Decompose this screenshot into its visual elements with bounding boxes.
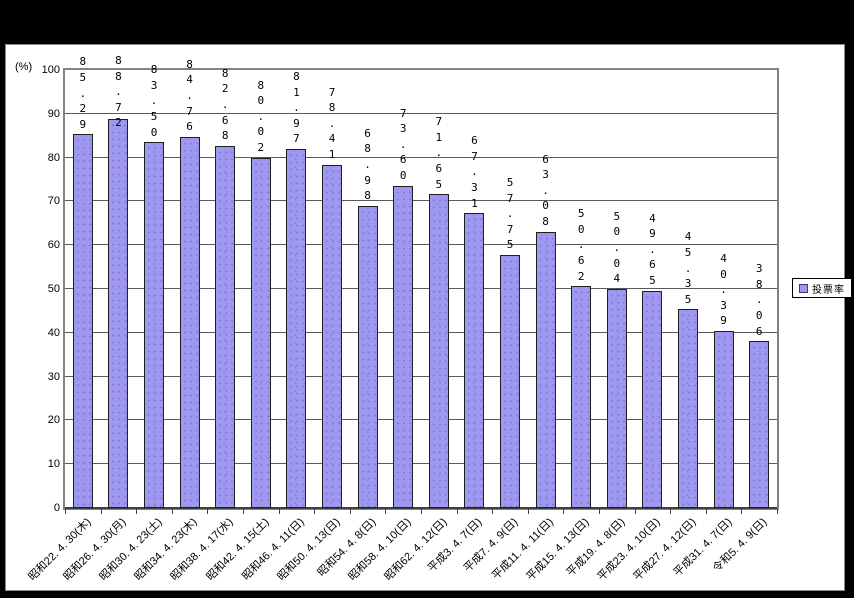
legend: 投票率 <box>792 278 852 298</box>
bar <box>393 185 414 508</box>
bar <box>571 286 592 508</box>
x-axis-tick <box>65 509 66 514</box>
y-gridline <box>65 419 777 421</box>
bar <box>108 119 129 508</box>
bar <box>215 145 236 508</box>
y-gridline <box>65 200 777 202</box>
x-axis-tick <box>527 509 529 514</box>
y-gridline <box>65 156 777 158</box>
x-axis-tick <box>456 509 458 514</box>
x-axis-tick <box>670 509 672 514</box>
bar <box>464 213 485 508</box>
y-gridline <box>65 375 777 377</box>
bar <box>606 288 627 508</box>
y-gridline <box>65 288 777 289</box>
y-axis-tick-label: 0 <box>53 502 60 514</box>
y-axis-tick-label: 30 <box>47 370 60 383</box>
x-axis-tick <box>599 509 600 514</box>
x-axis-tick <box>705 509 707 514</box>
x-axis-tick <box>777 509 778 514</box>
bar <box>500 255 520 508</box>
x-axis-tick <box>563 509 565 514</box>
bar <box>144 142 164 508</box>
y-gridline <box>65 112 777 114</box>
y-gridline <box>65 331 777 333</box>
y-gridline <box>65 463 777 465</box>
bar <box>678 309 698 508</box>
y-axis-unit-label: (%) <box>15 61 33 73</box>
bar <box>713 331 734 508</box>
x-axis-tick <box>741 509 743 514</box>
x-axis-line <box>65 507 777 509</box>
x-axis-tick <box>634 509 636 514</box>
legend-swatch-icon <box>799 283 808 293</box>
y-axis-tick-label: 70 <box>47 195 60 208</box>
y-axis-tick-label: 20 <box>47 414 60 427</box>
x-axis-tick <box>100 509 102 514</box>
x-axis-tick <box>207 509 209 514</box>
y-axis-tick-label: 40 <box>47 326 60 339</box>
x-axis-tick <box>136 509 138 514</box>
bar <box>535 231 556 508</box>
y-axis-tick-label: 80 <box>47 151 60 164</box>
x-axis-tick <box>385 509 387 514</box>
x-axis-tick <box>278 509 280 514</box>
bar <box>286 148 307 508</box>
y-axis-tick-label: 100 <box>41 64 60 76</box>
plot-area <box>63 68 779 510</box>
x-axis-tick <box>421 509 422 514</box>
x-axis-tick <box>349 509 351 514</box>
y-axis-tick-label: 50 <box>47 283 60 295</box>
x-axis-tick <box>492 509 494 514</box>
y-gridline <box>65 244 777 246</box>
y-axis-tick-label: 60 <box>47 239 60 252</box>
bar <box>250 157 271 508</box>
y-axis-tick-label: 10 <box>47 458 60 471</box>
x-axis-tick <box>314 509 316 514</box>
bar <box>642 290 663 508</box>
y-axis-tick-label: 90 <box>47 107 60 120</box>
bar <box>357 205 378 508</box>
bar <box>72 134 93 508</box>
bar <box>179 136 200 508</box>
bar <box>749 341 770 508</box>
x-axis-tick <box>171 509 173 514</box>
x-axis-tick <box>243 509 244 514</box>
bar <box>322 164 342 508</box>
legend-label: 投票率 <box>812 284 845 296</box>
bar <box>428 194 449 508</box>
